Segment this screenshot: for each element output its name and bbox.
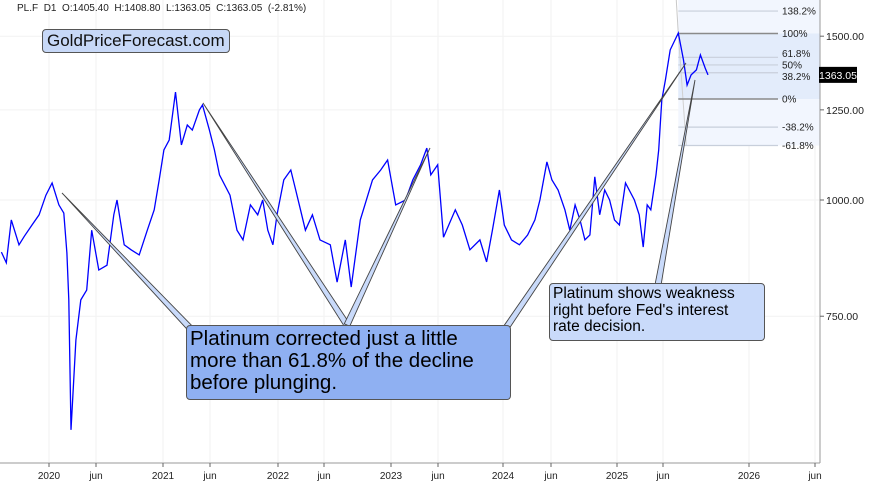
fib-level-label: 100% [782, 29, 808, 40]
x-tick-label: jun [655, 471, 669, 482]
x-tick-label: 2024 [492, 471, 515, 482]
fibonacci-retracement: 138.2% 100% 61.8%50%38.2% 0% -38.2% -61.8% [675, 0, 820, 152]
grid [0, 0, 820, 462]
close-value: C:1363.05 [216, 3, 263, 14]
callout-line: Platinum shows weakness [553, 285, 735, 302]
x-tick-label: jun [88, 471, 102, 482]
site-logo: GoldPriceForecast.com [42, 29, 230, 53]
y-tick-label: 1000.00 [826, 195, 864, 207]
open-value: O:1405.40 [62, 3, 109, 14]
x-tick-label: jun [430, 471, 444, 482]
ohlc-header: PL.F D1 O:1405.40 H:1408.80 L:1363.05 C:… [17, 3, 306, 14]
fib-level-label: -61.8% [782, 141, 814, 152]
fib-fan-line [675, 0, 679, 34]
y-tick-label: 1500.00 [826, 31, 864, 43]
x-tick-label: 2026 [738, 471, 761, 482]
fib-level-label: -38.2% [782, 123, 814, 134]
x-tick-label: jun [316, 471, 330, 482]
x-tick-label: jun [202, 471, 216, 482]
symbol: PL.F [17, 3, 39, 14]
x-tick-label: 2023 [380, 471, 403, 482]
last-price-label: 1363.05 [819, 70, 857, 82]
price-series-line [0, 30, 709, 430]
high-value: H:1408.80 [114, 3, 161, 14]
callout-pointer [202, 102, 351, 328]
x-tick-label: jun [543, 471, 557, 482]
fib-level-label: 0% [782, 95, 797, 106]
x-tick-label: jun [807, 471, 821, 482]
callout-line: rate decision. [553, 318, 646, 336]
callout-line: before plunging. [190, 371, 338, 395]
timeframe: D1 [43, 3, 57, 14]
callout-line: more than 61.8% of the decline [190, 349, 474, 373]
x-tick-label: 2020 [38, 471, 61, 482]
fib-zone-inner [678, 33, 820, 100]
callout-correction: Platinum corrected just a little more th… [186, 325, 511, 400]
callout-pointer [61, 192, 193, 331]
x-tick-label: 2021 [152, 471, 175, 482]
y-tick-label: 1250.00 [826, 105, 864, 117]
callout-line: right before Fed's interest [553, 301, 729, 319]
fib-level-label: 61.8% [782, 49, 810, 60]
change-value: (-2.81%) [267, 3, 307, 14]
y-tick-label: 750.00 [826, 311, 858, 323]
fib-level-label: 138.2% [782, 7, 816, 18]
fib-level-label: 38.2% [782, 72, 810, 83]
low-value: L:1363.05 [166, 3, 211, 14]
fib-level-label: 50% [782, 60, 802, 71]
callout-line: Platinum corrected just a little [190, 327, 458, 350]
x-tick-label: 2022 [267, 471, 290, 482]
last-price-badge [819, 66, 857, 83]
callout-pointer [343, 147, 431, 327]
callout-weakness: Platinum shows weakness right before Fed… [549, 283, 765, 341]
x-tick-label: 2025 [606, 471, 629, 482]
